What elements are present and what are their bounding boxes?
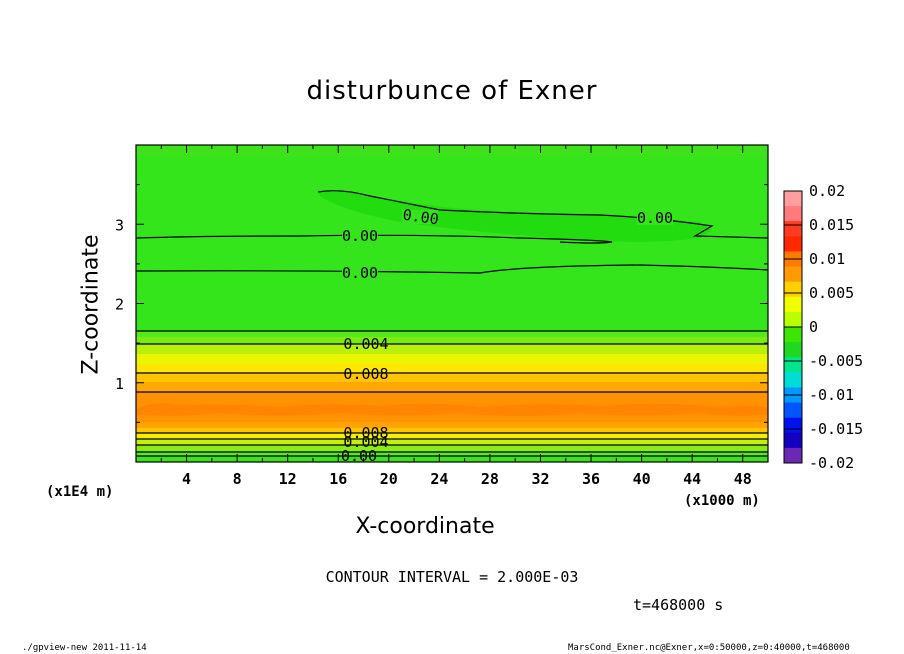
contour-label-gap (342, 229, 378, 243)
x-tick-label: 28 (481, 470, 499, 488)
colorbar-segment (784, 296, 802, 313)
field-band (136, 403, 768, 416)
contour-label: 0.00 (342, 264, 378, 282)
footer-right-text: MarsCond_Exner.nc@Exner,x=0:50000,z=0:40… (568, 643, 850, 653)
x-tick-label: 32 (531, 470, 549, 488)
field-band (136, 433, 768, 439)
contour-label: 0.00 (402, 206, 440, 229)
x-tick-label: 12 (279, 470, 297, 488)
x-tick-label: 4 (182, 470, 191, 488)
field-band (136, 354, 768, 364)
colorbar-tick-label: 0.005 (809, 284, 854, 302)
contour-label: 0.00 (342, 227, 378, 245)
contour-label-gap (637, 211, 673, 225)
contour-label: 0.008 (343, 365, 388, 383)
field-band (136, 372, 768, 382)
colorbar-tick-label: 0.02 (809, 182, 845, 200)
colorbar-segment (784, 447, 802, 464)
colorbar-segment (784, 206, 802, 222)
x-tick-label: 24 (430, 470, 448, 488)
colorbar-segment (784, 417, 802, 434)
colorbar-segment (784, 342, 802, 358)
field-band (136, 422, 768, 428)
x-tick-label: 20 (380, 470, 398, 488)
field-band (136, 451, 768, 456)
colorbar-segment (784, 357, 802, 373)
x-tick-label: 16 (329, 470, 347, 488)
time-label: t=468000 s (633, 596, 724, 614)
contour-line (135, 234, 613, 244)
colorbar-segment (784, 191, 802, 207)
x-tick-label: 48 (734, 470, 752, 488)
x-tick-label: 40 (633, 470, 651, 488)
footer-left-text: ./gpview-new 2011-11-14 (22, 643, 147, 653)
field-band (136, 439, 768, 445)
colorbar-segment (784, 281, 802, 298)
colorbar-segment (784, 327, 802, 343)
x-tick-label: 36 (582, 470, 600, 488)
colorbar-tick-label: 0 (809, 318, 818, 336)
field-band (136, 445, 768, 451)
field-band (136, 364, 768, 372)
contour-label-gap (402, 210, 438, 224)
x-axis-label: X-coordinate (355, 514, 495, 539)
contour-label: 0.00 (341, 447, 377, 465)
colorbar-segment (784, 266, 802, 283)
field-band (318, 190, 712, 242)
y-tick-label: 1 (115, 375, 124, 393)
field-band (136, 382, 768, 392)
field-band (136, 428, 768, 433)
chart-title: disturbunce of Exner (306, 76, 598, 106)
contour-label: 0.004 (343, 335, 388, 353)
contour-line (135, 264, 769, 274)
contour-interval-text: CONTOUR INTERVAL = 2.000E-03 (325, 568, 579, 586)
colorbar-segment (784, 236, 802, 252)
x-axis-unit: (x1000 m) (684, 493, 760, 509)
colorbar-tick-label: -0.015 (809, 420, 863, 438)
contour-label: 0.008 (343, 424, 388, 442)
colorbar-segment (784, 402, 802, 419)
contour-label: 0.00 (637, 209, 673, 227)
colorbar-segment (784, 311, 802, 328)
contour-label-gap (342, 266, 378, 280)
colorbar-tick-label: 0.01 (809, 250, 845, 268)
contour-label: 0.004 (343, 433, 388, 451)
x-tick-label: 8 (233, 470, 242, 488)
colorbar-tick-label: -0.005 (809, 352, 863, 370)
y-axis-label: Z-coordinate (78, 234, 104, 375)
field-band (136, 344, 768, 354)
colorbar-segment (784, 432, 802, 449)
y-tick-label: 2 (115, 296, 124, 314)
colorbar-tick-label: -0.02 (809, 454, 854, 472)
field-band (136, 145, 768, 157)
y-axis-unit: (x1E4 m) (46, 484, 114, 500)
y-tick-label: 3 (115, 216, 124, 234)
colorbar-segment (784, 221, 802, 237)
field-band (136, 337, 768, 344)
x-tick-label: 44 (683, 470, 701, 488)
colorbar-tick-label: -0.01 (809, 386, 854, 404)
field-band (136, 456, 768, 462)
colorbar-tick-label: 0.015 (809, 216, 854, 234)
colorbar-segment (784, 372, 802, 388)
field-band (136, 331, 768, 337)
